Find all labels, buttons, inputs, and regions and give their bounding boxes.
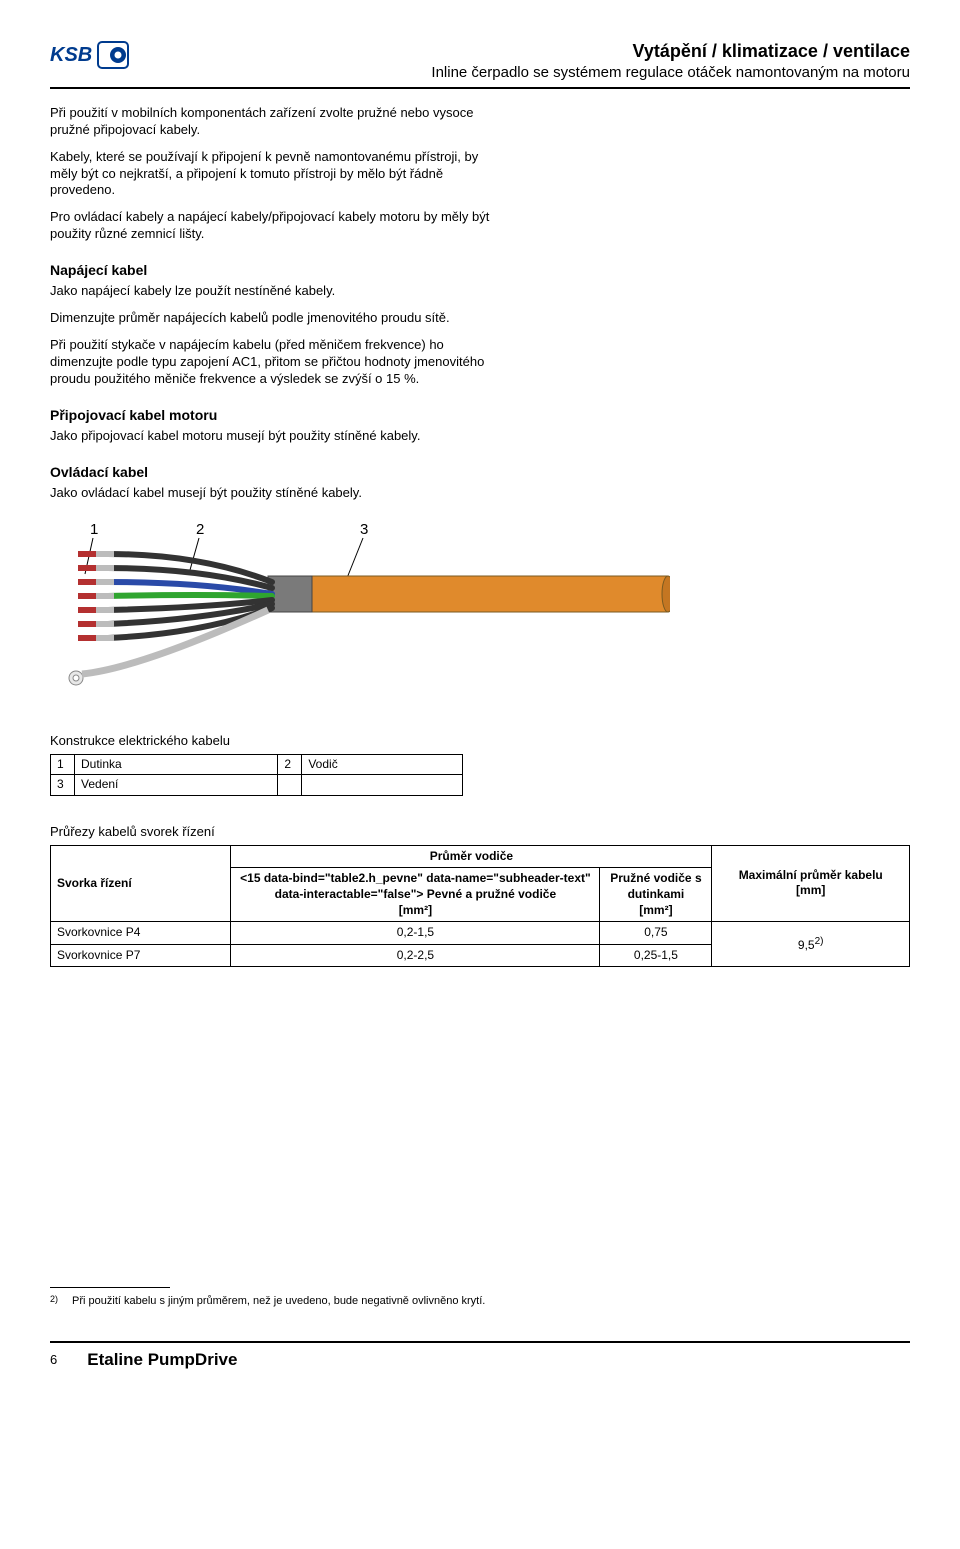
subheader-unit: [mm²]: [639, 903, 672, 917]
footer-title: Etaline PumpDrive: [87, 1349, 237, 1371]
cable-svg: 1 2 3: [50, 518, 670, 688]
cell-value: 0,2-1,5: [231, 922, 600, 945]
section-paragraph: Dimenzujte průměr napájecích kabelů podl…: [50, 310, 497, 327]
footnote-mark: 2): [50, 1294, 58, 1311]
section-paragraph: Při použití stykače v napájecím kabelu (…: [50, 337, 497, 388]
col-header-unit: [mm]: [796, 883, 825, 897]
table-row: 1 Dutinka 2 Vodič: [51, 754, 463, 775]
col-header: Průměr vodiče: [231, 845, 712, 868]
col-header: Maximální průměr kabelu [mm]: [712, 845, 910, 921]
intro-paragraph: Při použití v mobilních komponentách zař…: [50, 105, 497, 139]
cell-value-text: 9,5: [798, 938, 815, 952]
diagram-label-2: 2: [196, 521, 204, 538]
section-paragraph: Jako připojovací kabel motoru musejí být…: [50, 428, 497, 445]
cable-diagram: 1 2 3: [50, 518, 910, 693]
table-row: 3 Vedení: [51, 775, 463, 796]
legend-num: 2: [278, 754, 302, 775]
cell-value: 0,25-1,5: [600, 944, 712, 967]
page-header: KSB Vytápění / klimatizace / ventilace I…: [50, 40, 910, 89]
footnote-text: Při použití kabelu s jiným průměrem, než…: [72, 1294, 485, 1311]
legend-empty: [302, 775, 462, 796]
logo-text: KSB: [50, 42, 92, 68]
col-header-text: Maximální průměr kabelu: [739, 868, 883, 882]
intro-paragraph: Pro ovládací kabely a napájecí kabely/př…: [50, 209, 497, 243]
body-text-column: Při použití v mobilních komponentách zař…: [50, 105, 497, 502]
subheader-unit: [mm²]: [399, 903, 432, 917]
col-subheader: Pružné vodiče s dutinkami [mm²]: [600, 868, 712, 922]
footnote-mark-sup: 2): [50, 1294, 58, 1304]
cell-label: Svorkovnice P4: [51, 922, 231, 945]
col-subheader: <15 data-bind="table2.h_pevne" data-name…: [231, 868, 600, 922]
header-title-main: Vytápění / klimatizace / ventilace: [431, 40, 910, 63]
cell-label: Svorkovnice P7: [51, 944, 231, 967]
table-row: Svorkovnice P4 0,2-1,5 0,75 9,52): [51, 922, 910, 945]
diagram-caption: Konstrukce elektrického kabelu: [50, 733, 910, 750]
cross-section-table: Svorka řízení Průměr vodiče Maximální pr…: [50, 845, 910, 968]
diagram-label-3: 3: [360, 521, 368, 538]
header-subtitle: Inline čerpadlo se systémem regulace otá…: [431, 63, 910, 83]
col-header: Svorka řízení: [51, 845, 231, 921]
legend-empty: [278, 775, 302, 796]
page-footer: 6 Etaline PumpDrive: [50, 1341, 910, 1371]
footnote-separator: [50, 1287, 170, 1288]
logo-icon: [96, 40, 130, 70]
legend-text: Vedení: [75, 775, 278, 796]
section-heading-ovladaci: Ovládací kabel: [50, 463, 497, 481]
cell-value: 0,75: [600, 922, 712, 945]
section-paragraph: Jako napájecí kabely lze použít nestíněn…: [50, 283, 497, 300]
diagram-label-1: 1: [90, 521, 98, 538]
page-number: 6: [50, 1352, 57, 1369]
legend-text: Dutinka: [75, 754, 278, 775]
legend-num: 3: [51, 775, 75, 796]
header-titles: Vytápění / klimatizace / ventilace Inlin…: [431, 40, 910, 83]
cell-sup: 2): [815, 936, 824, 947]
legend-num: 1: [51, 754, 75, 775]
subheader-text: Pružné vodiče s dutinkami: [610, 871, 701, 901]
intro-paragraph: Kabely, které se používají k připojení k…: [50, 149, 497, 200]
cell-value: 9,52): [712, 922, 910, 967]
legend-table: 1 Dutinka 2 Vodič 3 Vedení: [50, 754, 463, 796]
footnote: 2) Při použití kabelu s jiným průměrem, …: [50, 1294, 910, 1311]
logo: KSB: [50, 40, 130, 70]
section-heading-napajeci: Napájecí kabel: [50, 261, 497, 279]
cell-value: 0,2-2,5: [231, 944, 600, 967]
subheader-text: Pevné a pružné vodiče: [427, 887, 556, 901]
section-heading-pripoj: Připojovací kabel motoru: [50, 406, 497, 424]
legend-text: Vodič: [302, 754, 462, 775]
table2-caption: Průřezy kabelů svorek řízení: [50, 824, 910, 841]
section-paragraph: Jako ovládací kabel musejí být použity s…: [50, 485, 497, 502]
table-row: Svorka řízení Průměr vodiče Maximální pr…: [51, 845, 910, 868]
